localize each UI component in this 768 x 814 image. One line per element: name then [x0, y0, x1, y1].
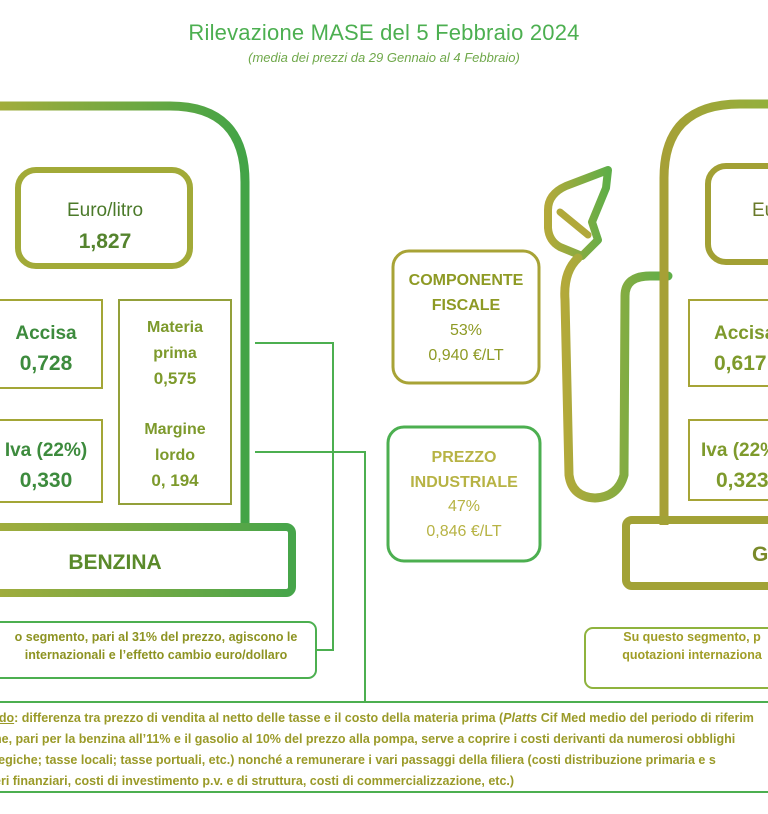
benzina-margine-label-1: Margine	[144, 421, 206, 438]
gasolio-pump-body	[659, 99, 768, 525]
footnote-box	[0, 701, 768, 793]
componente-fiscale-value: 0,940 €/LT	[428, 347, 504, 364]
prezzo-industriale-percent: 47%	[447, 498, 481, 515]
gasolio-iva-box	[688, 419, 768, 501]
footnote-platts: Platts	[503, 711, 538, 725]
footnote-line-4: eri finanziari, costi di investimento p.…	[0, 774, 515, 788]
benzina-iva-value: 0,330	[19, 469, 73, 492]
benzina-accisa-value: 0,728	[19, 352, 73, 375]
prezzo-industriale-line-1: PREZZO	[431, 449, 497, 466]
benzina-margine-value: 0, 194	[151, 471, 199, 490]
hose	[560, 253, 673, 503]
benzina-industrial-box	[118, 299, 232, 505]
benzina-margine-label-2: lordo	[155, 447, 195, 464]
benzina-iva-label: Iva (22%)	[4, 440, 88, 461]
benzina-price-box	[15, 167, 193, 269]
componente-fiscale-line-1: COMPONENTE	[408, 272, 524, 289]
gasolio-note-line-1: Su questo segmento, p	[623, 630, 761, 644]
benzina-accisa-label: Accisa	[15, 323, 77, 344]
gasolio-price-label: Eu	[752, 200, 768, 221]
connector-materia	[255, 342, 334, 651]
benzina-materia-label-2: prima	[153, 345, 197, 362]
benzina-iva-box	[0, 419, 103, 503]
footnote-line-1: rdo: differenza tra prezzo di vendita al…	[0, 708, 768, 729]
benzina-pump-body	[0, 101, 250, 525]
benzina-note-line-2: internazionali e l’effetto cambio euro/d…	[24, 648, 288, 662]
benzina-materia-value: 0,575	[153, 369, 197, 388]
benzina-accisa-box	[0, 299, 103, 389]
benzina-price-value: 1,827	[78, 230, 132, 253]
footnote-line-2: ne, pari per la benzina all’11% e il gas…	[0, 732, 736, 746]
connector-margine	[255, 451, 366, 702]
footnote-term: rdo	[0, 711, 15, 725]
gasolio-note-box	[584, 627, 768, 689]
footnote-line-3: tegiche; tasse locali; tasse portuali, e…	[0, 753, 716, 767]
componente-fiscale-line-2: FISCALE	[431, 297, 501, 314]
prezzo-industriale-line-2: INDUSTRIALE	[410, 474, 518, 491]
page-subtitle: (media dei prezzi da 29 Gennaio al 4 Feb…	[248, 50, 520, 65]
componente-fiscale-percent: 53%	[449, 322, 483, 339]
benzina-materia-label-1: Materia	[146, 319, 204, 336]
page-title: Rilevazione MASE del 5 Febbraio 2024	[188, 20, 580, 45]
benzina-note-line-1: o segmento, pari al 31% del prezzo, agis…	[14, 630, 298, 644]
gasolio-iva-value: 0,323	[716, 469, 768, 492]
prezzo-industriale-box	[386, 425, 542, 563]
gasolio-price-box	[705, 163, 768, 265]
benzina-base	[0, 523, 296, 597]
componente-fiscale-box	[391, 249, 541, 385]
footnote-line-1-rest: Cif Med medio del periodo di riferim	[537, 711, 754, 725]
gasolio-accisa-value: 0,617	[714, 352, 767, 375]
gasolio-accisa-box	[688, 299, 768, 387]
gasolio-iva-label: Iva (22%	[701, 440, 768, 461]
gasolio-name: G	[752, 543, 768, 566]
benzina-name: BENZINA	[68, 551, 162, 574]
gasolio-base	[622, 516, 768, 590]
benzina-price-label: Euro/litro	[66, 200, 144, 221]
footnote: rdo: differenza tra prezzo di vendita al…	[0, 708, 768, 792]
gasolio-note: Su questo segmento, p quotazioni interna…	[592, 628, 768, 664]
gasolio-accisa-label: Accisa	[714, 323, 768, 344]
nozzle	[544, 166, 612, 260]
prezzo-industriale-value: 0,846 €/LT	[426, 523, 502, 540]
benzina-note: o segmento, pari al 31% del prezzo, agis…	[0, 628, 312, 664]
nozzle-spout	[556, 208, 592, 239]
gasolio-note-line-2: quotazioni internaziona	[622, 648, 762, 662]
footnote-line-1-text: : differenza tra prezzo di vendita al ne…	[14, 711, 504, 725]
